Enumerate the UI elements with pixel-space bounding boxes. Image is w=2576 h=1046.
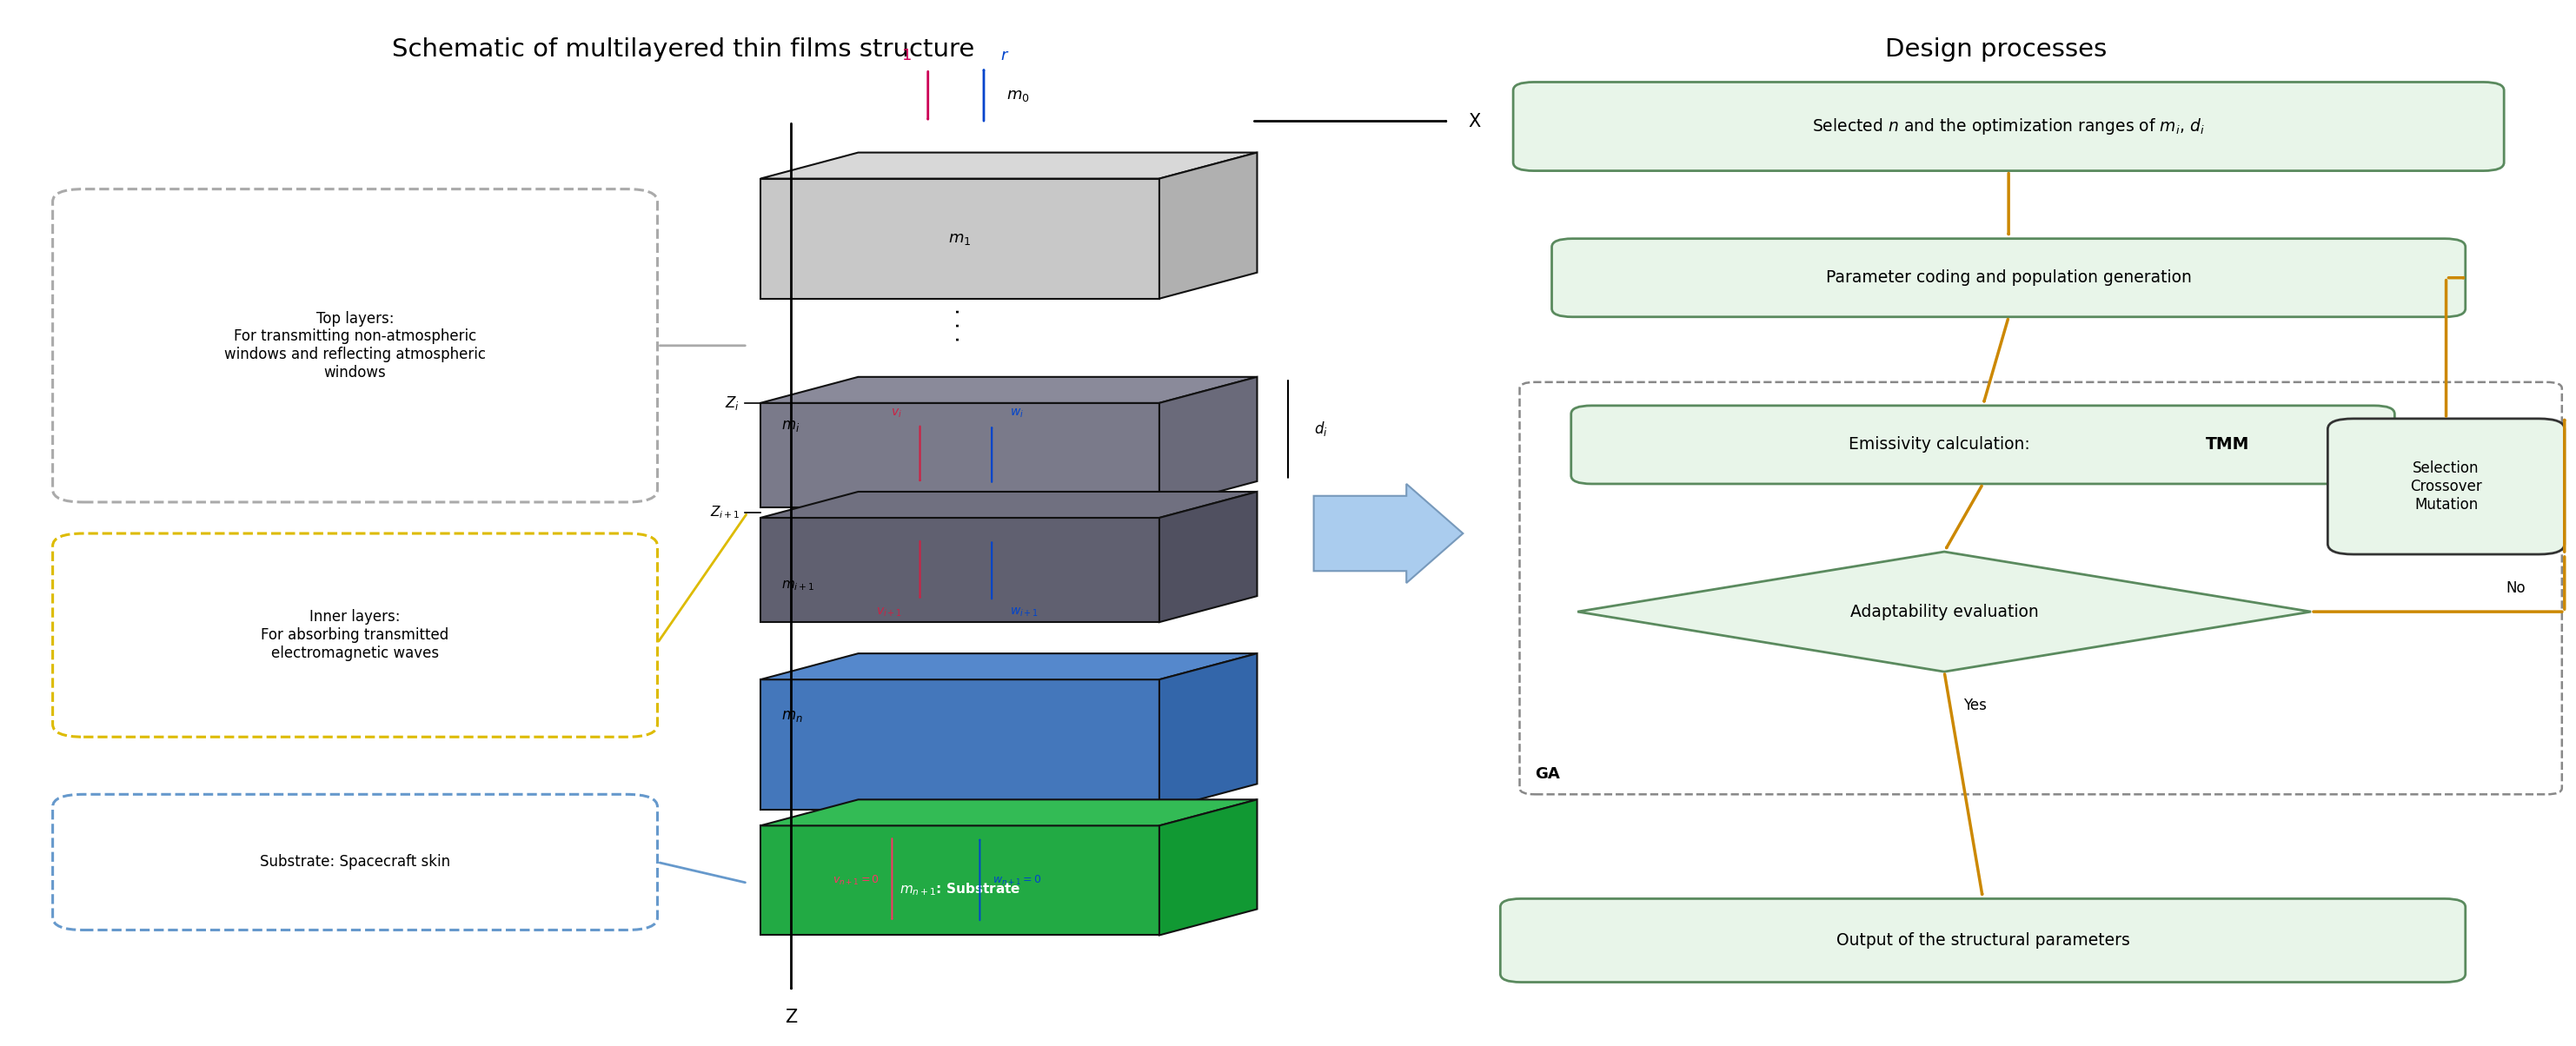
Polygon shape [1159, 654, 1257, 810]
Text: Selected $n$ and the optimization ranges of $m_i$, $d_i$: Selected $n$ and the optimization ranges… [1814, 116, 2205, 136]
Polygon shape [760, 799, 1257, 825]
FancyBboxPatch shape [1551, 238, 2465, 317]
Polygon shape [1577, 551, 2311, 672]
Text: Substrate: Spacecraft skin: Substrate: Spacecraft skin [260, 855, 451, 870]
Text: $Z_{i+1}$: $Z_{i+1}$ [711, 504, 739, 521]
Polygon shape [760, 654, 1257, 680]
FancyBboxPatch shape [1499, 899, 2465, 982]
Text: $w_{n+1}=0$: $w_{n+1}=0$ [992, 873, 1043, 887]
Polygon shape [760, 680, 1159, 810]
Text: Top layers:
For transmitting non-atmospheric
windows and reflecting atmospheric
: Top layers: For transmitting non-atmosph… [224, 311, 487, 381]
Text: $v_{i+1}$: $v_{i+1}$ [876, 607, 902, 619]
Text: Parameter coding and population generation: Parameter coding and population generati… [1826, 270, 2192, 286]
Text: $m_1$: $m_1$ [948, 231, 971, 247]
Text: $Z_i$: $Z_i$ [724, 394, 739, 412]
Text: $m_0$: $m_0$ [1007, 88, 1030, 104]
Text: $m_i$: $m_i$ [781, 418, 799, 434]
FancyBboxPatch shape [1571, 406, 2396, 484]
Text: $v_{n+1}=0$: $v_{n+1}=0$ [832, 873, 878, 887]
Text: $w_i$: $w_i$ [1010, 407, 1023, 419]
FancyArrow shape [1314, 484, 1463, 583]
Text: Z: Z [786, 1008, 799, 1026]
Polygon shape [760, 403, 1159, 507]
Polygon shape [760, 518, 1159, 622]
Text: TMM: TMM [2205, 436, 2249, 453]
Text: Design processes: Design processes [1886, 38, 2107, 62]
Text: Adaptability evaluation: Adaptability evaluation [1850, 604, 2038, 620]
Text: Schematic of multilayered thin films structure: Schematic of multilayered thin films str… [392, 38, 974, 62]
Text: Yes: Yes [1963, 698, 1986, 713]
Polygon shape [760, 377, 1257, 403]
Text: No: No [2506, 581, 2527, 596]
Text: Emissivity calculation:: Emissivity calculation: [1850, 436, 2040, 453]
Text: $m_{n+1}$: Substrate: $m_{n+1}$: Substrate [899, 881, 1020, 897]
FancyBboxPatch shape [1512, 82, 2504, 170]
Text: 1: 1 [902, 48, 912, 64]
Text: · · ·: · · · [951, 308, 971, 342]
Text: $w_{i+1}$: $w_{i+1}$ [1010, 607, 1038, 619]
Text: Selection
Crossover
Mutation: Selection Crossover Mutation [2411, 460, 2483, 513]
Polygon shape [760, 153, 1257, 179]
Polygon shape [1159, 492, 1257, 622]
Polygon shape [1159, 153, 1257, 298]
Polygon shape [1159, 799, 1257, 935]
Polygon shape [760, 825, 1159, 935]
Polygon shape [760, 492, 1257, 518]
Text: Output of the structural parameters: Output of the structural parameters [1837, 932, 2130, 949]
Text: $r$: $r$ [999, 48, 1010, 64]
Text: X: X [1468, 113, 1481, 130]
Text: $m_n$: $m_n$ [781, 708, 804, 724]
Text: $m_{i+1}$: $m_{i+1}$ [781, 578, 814, 592]
Polygon shape [760, 179, 1159, 298]
Text: $d_i$: $d_i$ [1314, 419, 1327, 438]
FancyBboxPatch shape [2329, 418, 2566, 554]
Text: $v_i$: $v_i$ [891, 407, 902, 419]
Text: Inner layers:
For absorbing transmitted
electromagnetic waves: Inner layers: For absorbing transmitted … [260, 610, 448, 661]
Polygon shape [1159, 377, 1257, 507]
Text: GA: GA [1535, 766, 1561, 781]
